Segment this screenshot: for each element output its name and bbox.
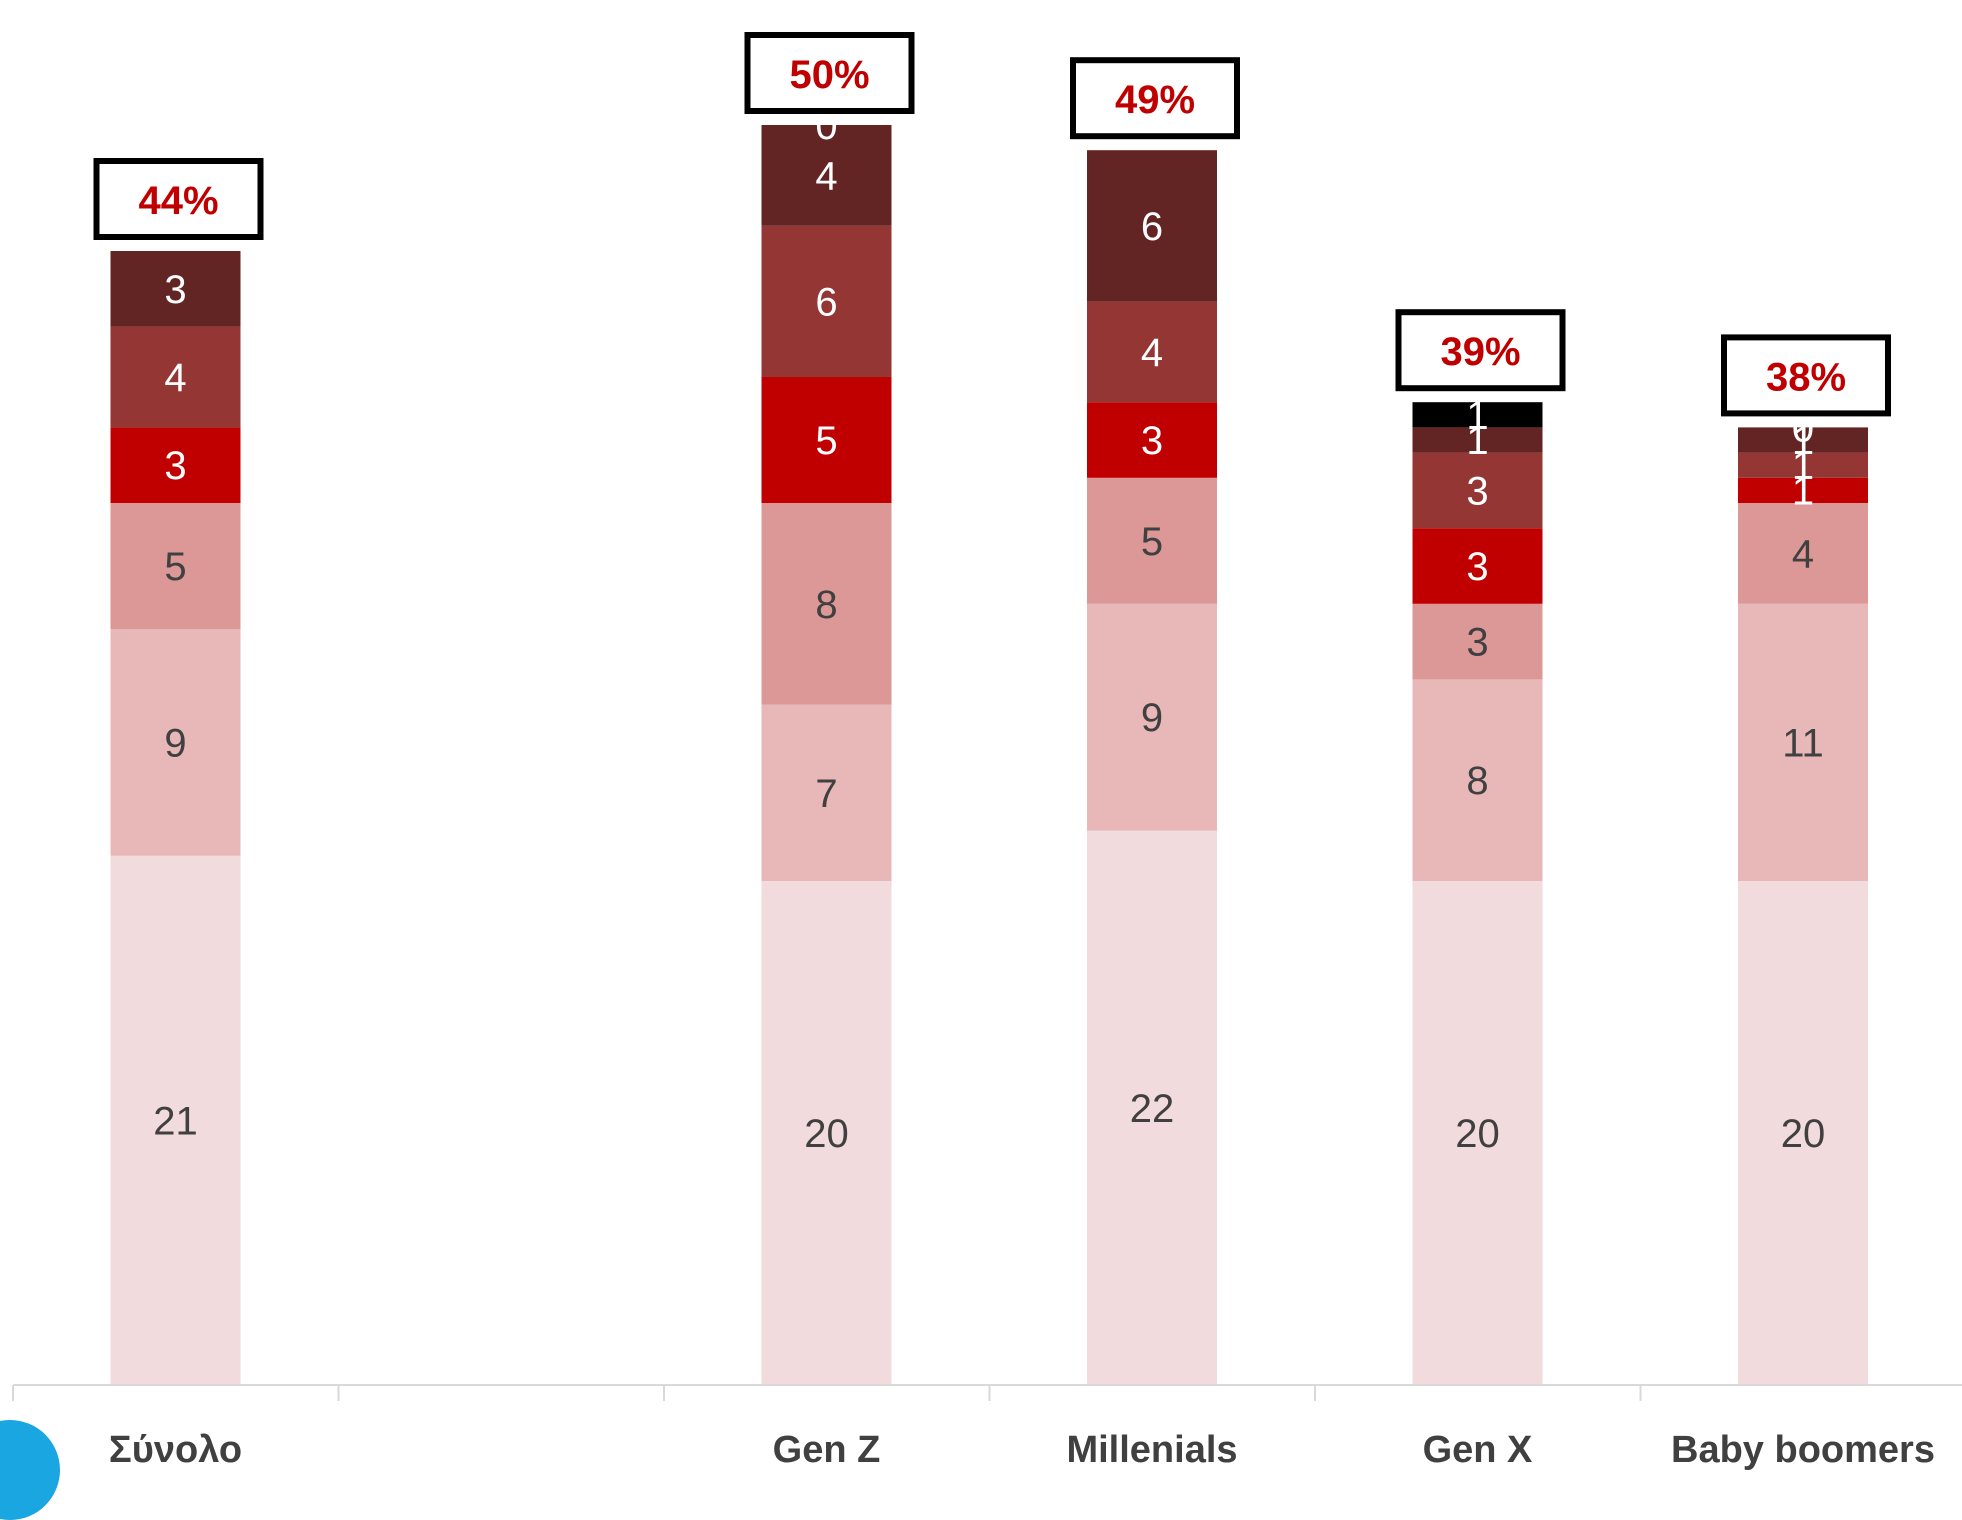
segment-value-label: 1 — [1466, 419, 1488, 463]
segment-value-label: 5 — [815, 419, 837, 463]
segment-value-label: 7 — [815, 772, 837, 816]
bar-segment — [110, 326, 241, 428]
segment-value-label: 6 — [1141, 205, 1163, 249]
segment-value-label: 22 — [1130, 1087, 1175, 1131]
bar-segment — [1738, 503, 1868, 604]
x-axis — [12, 1384, 1962, 1401]
bar-segment — [1087, 830, 1217, 1385]
bar-segment — [1412, 452, 1543, 529]
bar-segment — [761, 704, 892, 881]
category-label: Baby boomers — [1671, 1429, 1935, 1471]
segment-value-label: 8 — [1466, 759, 1488, 803]
bar-segment — [110, 251, 241, 327]
bar-segment — [1738, 477, 1868, 503]
segment-value-label: 21 — [153, 1099, 198, 1143]
segment-value-label: 5 — [164, 545, 186, 589]
total-box — [93, 158, 264, 240]
bar-segment — [1412, 427, 1543, 453]
category-label: Σύνολο — [109, 1429, 242, 1471]
segment-value-label: 5 — [1141, 520, 1163, 564]
bar-segment — [1087, 301, 1217, 403]
segment-value-label: 20 — [1781, 1112, 1826, 1156]
total-box — [1721, 334, 1891, 417]
bar-segment — [1412, 402, 1543, 428]
category-label: Gen X — [1423, 1429, 1533, 1471]
total-box — [1070, 57, 1240, 140]
segment-value-label: 1 — [1466, 394, 1488, 438]
segment-value-label: 3 — [1466, 621, 1488, 665]
total-box — [1395, 309, 1566, 392]
bar-segment — [1738, 603, 1868, 881]
segment-value-label: 3 — [164, 268, 186, 312]
bar-segment — [110, 427, 241, 503]
segment-value-label: 20 — [804, 1112, 849, 1156]
segment-value-label: 0 — [1792, 406, 1814, 450]
total-value-label: 38% — [1766, 355, 1846, 399]
segment-value-label: 3 — [164, 444, 186, 488]
segment-value-label: 0 — [815, 104, 837, 148]
bar-segment — [1412, 881, 1543, 1385]
bar-segment — [110, 629, 241, 856]
segment-value-label: 9 — [1141, 696, 1163, 740]
bar-segment — [1412, 528, 1543, 604]
totals-group: 44% 50% 49% 39% 38% — [93, 32, 1891, 417]
bars-group — [110, 125, 1868, 1385]
segment-value-label: 1 — [1792, 419, 1814, 463]
bar-segment — [1087, 603, 1217, 831]
bar-segment — [1087, 402, 1217, 478]
category-label: Gen Z — [773, 1429, 881, 1471]
bar-segment — [110, 855, 241, 1385]
total-value-label: 44% — [138, 179, 218, 223]
segment-value-label: 6 — [815, 280, 837, 324]
category-labels-group: Σύνολο Gen Z Millenials Gen X Baby boomers — [109, 1429, 1935, 1471]
segment-value-label: 4 — [815, 154, 837, 198]
bar-segment — [1087, 150, 1217, 302]
segment-value-label: 8 — [815, 583, 837, 627]
total-value-label: 50% — [789, 53, 869, 97]
segment-value-label: 3 — [1466, 469, 1488, 513]
bar-segment — [1738, 881, 1868, 1385]
bar-segment — [1412, 679, 1543, 881]
bar-segment — [1412, 603, 1543, 680]
segment-value-label: 3 — [1466, 545, 1488, 589]
stacked-bar-chart: 219534320785640229534620833311201141110 … — [12, 32, 1962, 1471]
bar-segment — [761, 377, 892, 503]
total-value-label: 49% — [1115, 78, 1195, 122]
segment-value-label: 1 — [1792, 469, 1814, 513]
bar-segment — [761, 225, 892, 377]
bar-segment — [761, 125, 892, 226]
bar-segment — [1738, 427, 1868, 453]
segment-value-label: 9 — [164, 721, 186, 765]
total-box — [744, 32, 915, 114]
category-label: Millenials — [1066, 1429, 1237, 1471]
bar-segment — [1738, 452, 1868, 478]
segment-value-label: 20 — [1455, 1112, 1500, 1156]
segment-value-label: 3 — [1141, 419, 1163, 463]
segment-value-label: 4 — [1141, 331, 1163, 375]
bar-segment — [761, 503, 892, 705]
segment-value-label: 4 — [164, 356, 186, 400]
segment-value-label: 1 — [1792, 444, 1814, 488]
total-value-label: 39% — [1440, 330, 1520, 374]
bar-segment — [761, 881, 892, 1385]
segment-value-label: 4 — [1792, 532, 1814, 576]
bar-segment — [1087, 477, 1217, 604]
bar-segment — [110, 503, 241, 629]
segment-value-label: 11 — [1782, 721, 1824, 765]
